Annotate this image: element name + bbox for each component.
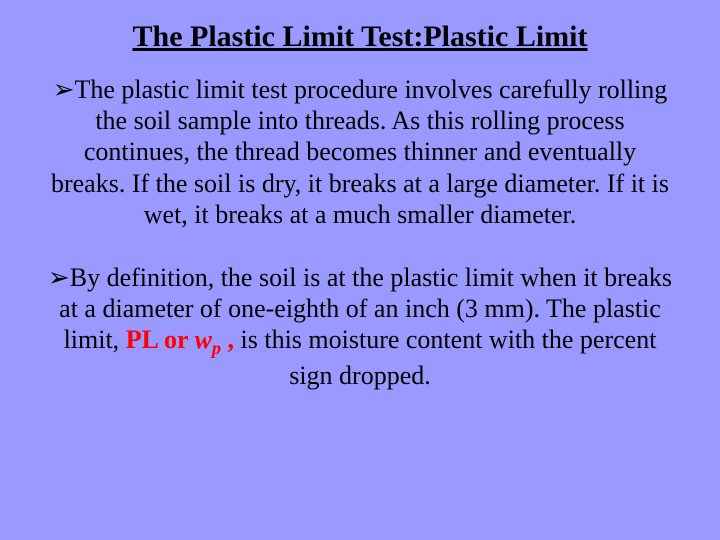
- emphasis-w: w: [195, 325, 212, 354]
- emphasis-pl: PL: [126, 325, 158, 354]
- bullet-text-2: ➢By definition, the soil is at the plast…: [45, 262, 675, 392]
- bullet-marker-icon: ➢: [48, 262, 70, 292]
- emphasis-or: or: [157, 325, 194, 354]
- bullet-1-content: The plastic limit test procedure involve…: [51, 75, 669, 229]
- bullet-text-1: ➢The plastic limit test procedure involv…: [45, 74, 675, 230]
- slide-title: The Plastic Limit Test:Plastic Limit: [45, 20, 675, 54]
- emphasis-sub: p: [212, 339, 221, 359]
- bullet-marker-icon: ➢: [53, 74, 75, 104]
- emphasis-comma: ,: [221, 325, 234, 354]
- bullet-2-after: is this moisture content with the percen…: [234, 325, 656, 390]
- bullet-item-2: ➢By definition, the soil is at the plast…: [45, 262, 675, 392]
- bullet-item-1: ➢The plastic limit test procedure involv…: [45, 74, 675, 230]
